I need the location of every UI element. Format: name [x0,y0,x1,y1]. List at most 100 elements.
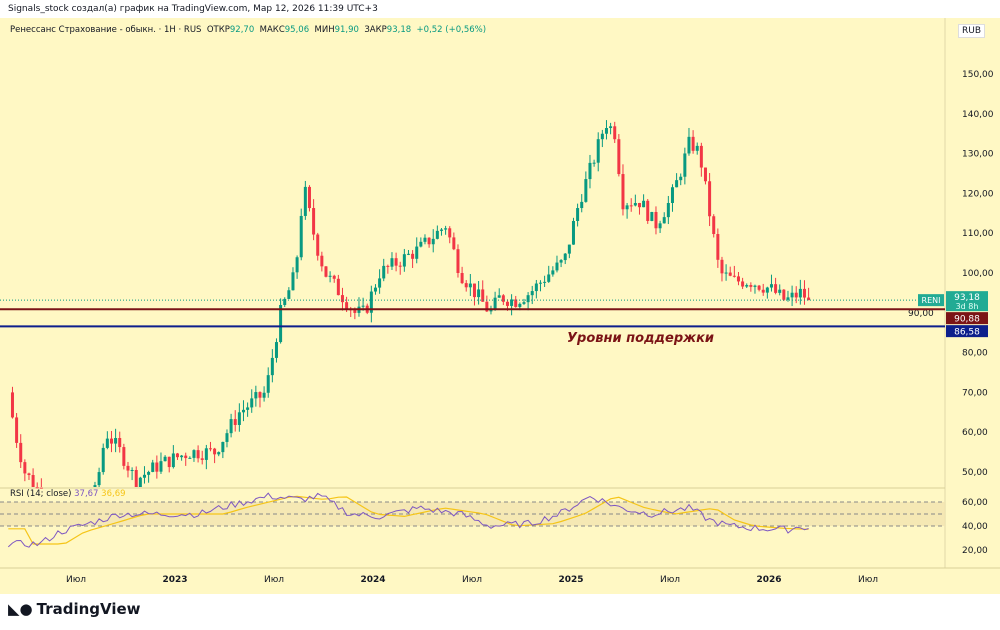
chart-area[interactable] [0,18,1000,594]
candle-body [514,299,518,307]
candle-body [621,174,625,210]
candle-body [151,462,155,472]
price-tick-label: 80,00 [962,349,988,359]
candle-body [324,266,328,277]
last-price-label: 93,18 [954,293,980,303]
candle-body [505,301,509,306]
candle-body [406,253,410,255]
candle-body [328,275,332,277]
symbol-legend: Ренессанс Страхование - обыкн. · 1H · RU… [10,25,486,35]
candle-body [114,438,118,444]
candle-body [708,181,712,217]
tv-logo-icon: ◣● [8,600,33,618]
candle-body [427,237,431,245]
candle-body [782,289,786,300]
currency-button[interactable]: RUB [958,24,986,38]
level-price-label: 90,88 [954,315,980,325]
candle-body [398,265,402,267]
tradingview-logo[interactable]: ◣● TradingView [8,600,141,618]
candle-body [229,419,233,434]
candle-body [241,409,245,413]
candle-body [592,162,596,164]
candle-body [353,309,357,313]
high-label: МАКС [259,25,285,35]
candle-body [596,139,600,163]
candle-body [382,265,386,279]
candle-body [444,228,448,230]
candle-body [97,472,101,486]
rsi-ma-value: 36,69 [101,489,125,499]
candle-body [448,228,452,238]
candle-body [662,217,666,224]
time-tick-label: 2023 [162,575,187,585]
time-tick-label: 2025 [558,575,583,585]
candle-body [295,257,299,273]
candle-body [802,288,806,298]
candle-body [332,275,336,279]
candle-body [361,305,365,307]
candle-body [184,455,188,459]
candle-body [518,303,522,307]
candle-body [31,475,35,487]
high-value: 95,06 [284,25,310,35]
bar-countdown-label: 3d 8h [956,302,979,311]
candle-body [250,398,254,408]
candle-body [675,180,679,188]
candle-body [497,295,501,298]
candle-body [807,297,811,301]
candle-body [386,265,390,267]
candle-body [233,419,237,425]
candle-body [237,412,241,425]
candle-body [584,179,588,202]
symbol-title: Ренессанс Страхование - обыкн. · 1H · RU… [10,25,202,35]
candle-body [155,462,159,472]
candle-body [559,260,563,263]
candle-body [419,241,423,247]
candle-body [493,297,497,310]
candle-body [225,433,229,442]
chart-canvas[interactable]: 50,00 60,00 70,00 80,00 90,00 100,00 110,00 120… [0,0,1000,600]
candle-body [555,262,559,271]
candle-body [287,290,291,299]
candle-body [460,272,464,284]
candle-body [159,461,163,472]
ticker-badge [918,294,944,307]
candle-body [452,237,456,250]
candle-body [10,392,14,418]
rsi-ma-line [8,495,809,545]
candle-body [291,272,295,291]
candle-body [373,287,377,292]
candle-body [534,283,538,292]
candle-body [258,392,262,398]
candle-body [695,145,699,151]
candle-body [439,229,443,231]
candle-body [402,254,406,267]
candle-body [604,128,608,134]
candle-body [345,302,349,310]
candle-body [307,186,311,209]
candle-body [411,253,415,259]
candle-body [547,274,551,282]
change-value: +0,52 (+0,56%) [416,25,487,35]
candle-body [390,258,394,267]
candle-body [629,205,633,207]
candle-body [122,447,126,466]
candle-body [464,283,468,288]
candle-body [147,471,151,475]
candle-body [180,455,184,458]
candle-body [691,136,695,151]
candle-body [646,200,650,221]
candle-body [93,485,97,487]
time-tick-label: Июл [462,575,482,585]
candle-body [378,278,382,288]
candle-body [126,465,130,471]
candle-body [35,487,39,489]
rsi-legend: RSI (14; close) 37,67 36,69 [10,489,126,499]
candle-body [642,200,646,208]
open-label: ОТКР [206,25,230,35]
candle-body [790,292,794,298]
candle-body [118,438,122,448]
candle-body [105,438,109,448]
chart-author-header: Signals_stock создал(а) график на Tradin… [8,4,378,14]
candle-body [617,139,621,175]
